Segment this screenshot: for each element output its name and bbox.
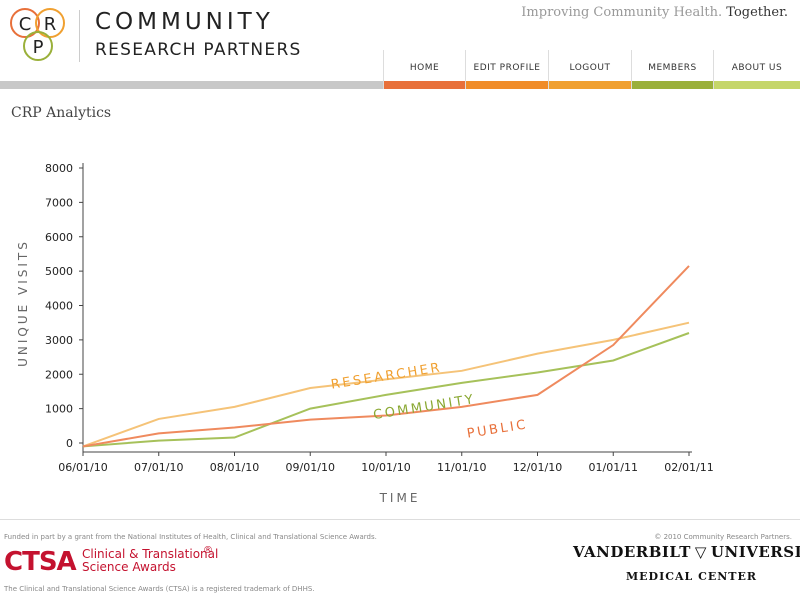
nav-home[interactable]: HOME <box>383 50 465 89</box>
nav-home-stripe <box>384 81 465 89</box>
main-nav: HOME EDIT PROFILE LOGOUT MEMBERS ABOUT U… <box>383 50 800 89</box>
analytics-line-chart: 0 1000 2000 3000 4000 5000 6000 7000 8000 06/01/1… <box>16 162 714 505</box>
series-line-researcher <box>82 321 690 448</box>
y-tick-label: 5000 <box>45 265 73 278</box>
ctsa-logo[interactable]: CTSA <box>4 547 77 577</box>
header-gray-bar <box>0 81 383 89</box>
x-tick-label: 02/01/11 <box>664 461 713 474</box>
y-axis-label: UNIQUE VISITS <box>16 239 30 367</box>
ctsa-name-line2: Science Awards <box>82 560 176 574</box>
crp-logo[interactable]: C R P <box>8 6 70 64</box>
x-tick-label: 06/01/10 <box>58 461 107 474</box>
series-line-community <box>82 332 690 448</box>
series-line-public <box>82 265 690 448</box>
y-tick-label: 2000 <box>45 368 73 381</box>
y-tick-label: 4000 <box>45 300 73 313</box>
logo-letter-p: P <box>33 37 44 58</box>
series-label-community: COMMUNITY <box>372 392 476 423</box>
nav-about-us[interactable]: ABOUT US <box>713 50 800 89</box>
x-axis-label: TIME <box>379 491 421 505</box>
nav-home-label: HOME <box>409 63 440 73</box>
nav-members-stripe <box>632 81 713 89</box>
ctsa-registered-mark: ® <box>203 545 213 556</box>
logo-letter-c: C <box>19 14 32 35</box>
ctsa-trademark-note: The Clinical and Translational Science A… <box>4 585 315 593</box>
nav-members[interactable]: MEMBERS <box>631 50 713 89</box>
copyright: © 2010 Community Research Partners. <box>654 533 792 541</box>
nav-about-us-label: ABOUT US <box>731 63 783 73</box>
vanderbilt-word: VANDERBILT <box>573 543 691 561</box>
x-tick-label: 08/01/10 <box>210 461 259 474</box>
ctsa-name-line1: Clinical & Translational <box>82 547 219 561</box>
nav-edit-profile[interactable]: EDIT PROFILE <box>465 50 548 89</box>
tagline-main: Improving Community Health. <box>521 5 723 20</box>
vanderbilt-v-icon: ▽ <box>694 543 707 561</box>
series-label-public: PUBLIC <box>466 417 529 441</box>
brand-name-bottom: RESEARCH PARTNERS <box>95 40 302 60</box>
logo-divider <box>79 10 80 62</box>
nav-logout-label: LOGOUT <box>569 63 611 73</box>
nav-logout-stripe <box>549 81 631 89</box>
page-title: CRP Analytics <box>11 105 112 121</box>
tagline: Improving Community Health. Together. <box>521 5 788 20</box>
brand-name-top: COMMUNITY <box>95 9 274 35</box>
nav-members-label: MEMBERS <box>648 63 697 73</box>
y-tick-label: 1000 <box>45 403 73 416</box>
medical-center-label: MEDICAL CENTER <box>626 570 758 583</box>
y-tick-label: 8000 <box>45 162 73 175</box>
funding-note: Funded in part by a grant from the Natio… <box>4 533 377 541</box>
x-tick-label: 01/01/11 <box>589 461 638 474</box>
tagline-emphasis: Together. <box>726 5 788 20</box>
vanderbilt-logo[interactable]: VANDERBILT▽UNIVERSITY <box>573 543 800 561</box>
y-tick-label: 0 <box>66 437 73 450</box>
x-tick-label: 12/01/10 <box>513 461 562 474</box>
nav-edit-profile-stripe <box>466 81 548 89</box>
x-tick-label: 11/01/10 <box>437 461 486 474</box>
x-tick-label: 07/01/10 <box>134 461 183 474</box>
x-tick-label: 10/01/10 <box>361 461 410 474</box>
y-tick-label: 3000 <box>45 334 73 347</box>
y-tick-label: 7000 <box>45 196 73 209</box>
footer-divider <box>0 519 800 520</box>
logo-letter-r: R <box>44 14 57 35</box>
nav-edit-profile-label: EDIT PROFILE <box>473 63 541 73</box>
site-header: C R P COMMUNITY RESEARCH PARTNERS Improv… <box>0 0 800 90</box>
nav-logout[interactable]: LOGOUT <box>548 50 631 89</box>
nav-about-us-stripe <box>714 81 800 89</box>
y-tick-label: 6000 <box>45 231 73 244</box>
ctsa-name: Clinical & Translational Science Awards <box>82 548 218 574</box>
x-tick-label: 09/01/10 <box>286 461 335 474</box>
university-word: UNIVERSITY <box>710 543 800 561</box>
